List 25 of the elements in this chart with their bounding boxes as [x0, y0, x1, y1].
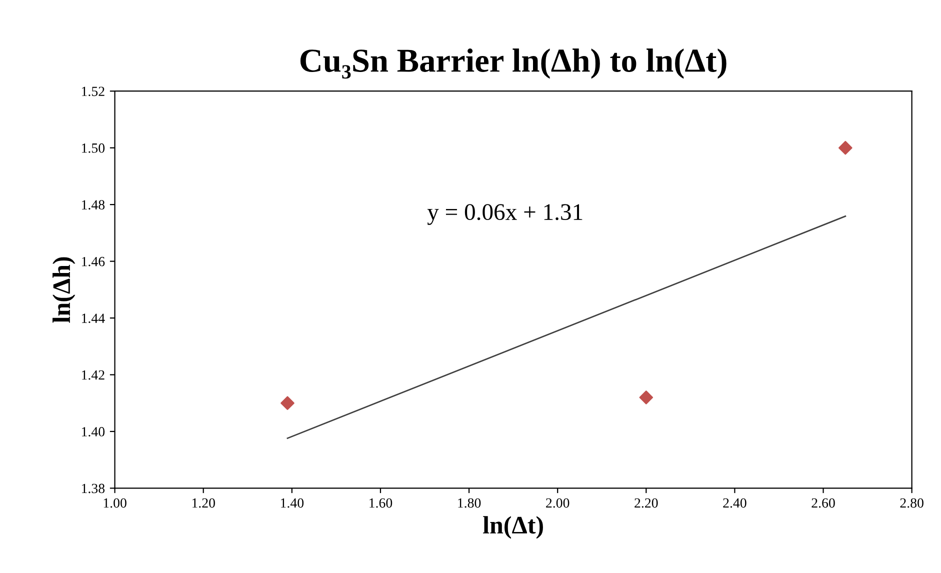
x-axis-title: ln(Δt) [483, 516, 543, 539]
x-tick-label: 1.60 [370, 498, 392, 508]
x-tick-label: 2.20 [634, 498, 658, 508]
y-tick-label: 1.38 [82, 484, 105, 494]
annotation: y = 0.06x + 1.31 [427, 204, 582, 225]
point [280, 396, 294, 410]
y-tick-label: 1.42 [82, 370, 104, 380]
point [838, 140, 852, 155]
x-tick-label: 1.00 [104, 498, 126, 508]
y-tick-label: 1.52 [82, 86, 104, 96]
x-tick-label: 2.00 [546, 498, 570, 508]
x-tick-label: 1.40 [280, 498, 304, 508]
y-tick-label: 1.50 [82, 143, 105, 153]
y-tick-label: 1.46 [82, 256, 105, 266]
x-tick-label: 2.60 [812, 498, 835, 508]
x-tick-label: 1.80 [458, 498, 481, 508]
x-tick-label: 2.80 [900, 498, 924, 508]
y-tick-label: 1.44 [82, 314, 105, 324]
y-axis-title: ln(Δh) [52, 257, 76, 323]
y-tick-label: 1.48 [82, 200, 105, 210]
x-tick-label: 1.20 [192, 498, 215, 508]
y-tick-label: 1.40 [82, 427, 105, 436]
chart-title: Cu₃Sn Barrier ln(Δh) to ln(Δt) [300, 48, 726, 79]
point [639, 390, 654, 404]
x-tick-label: 2.40 [723, 498, 746, 508]
